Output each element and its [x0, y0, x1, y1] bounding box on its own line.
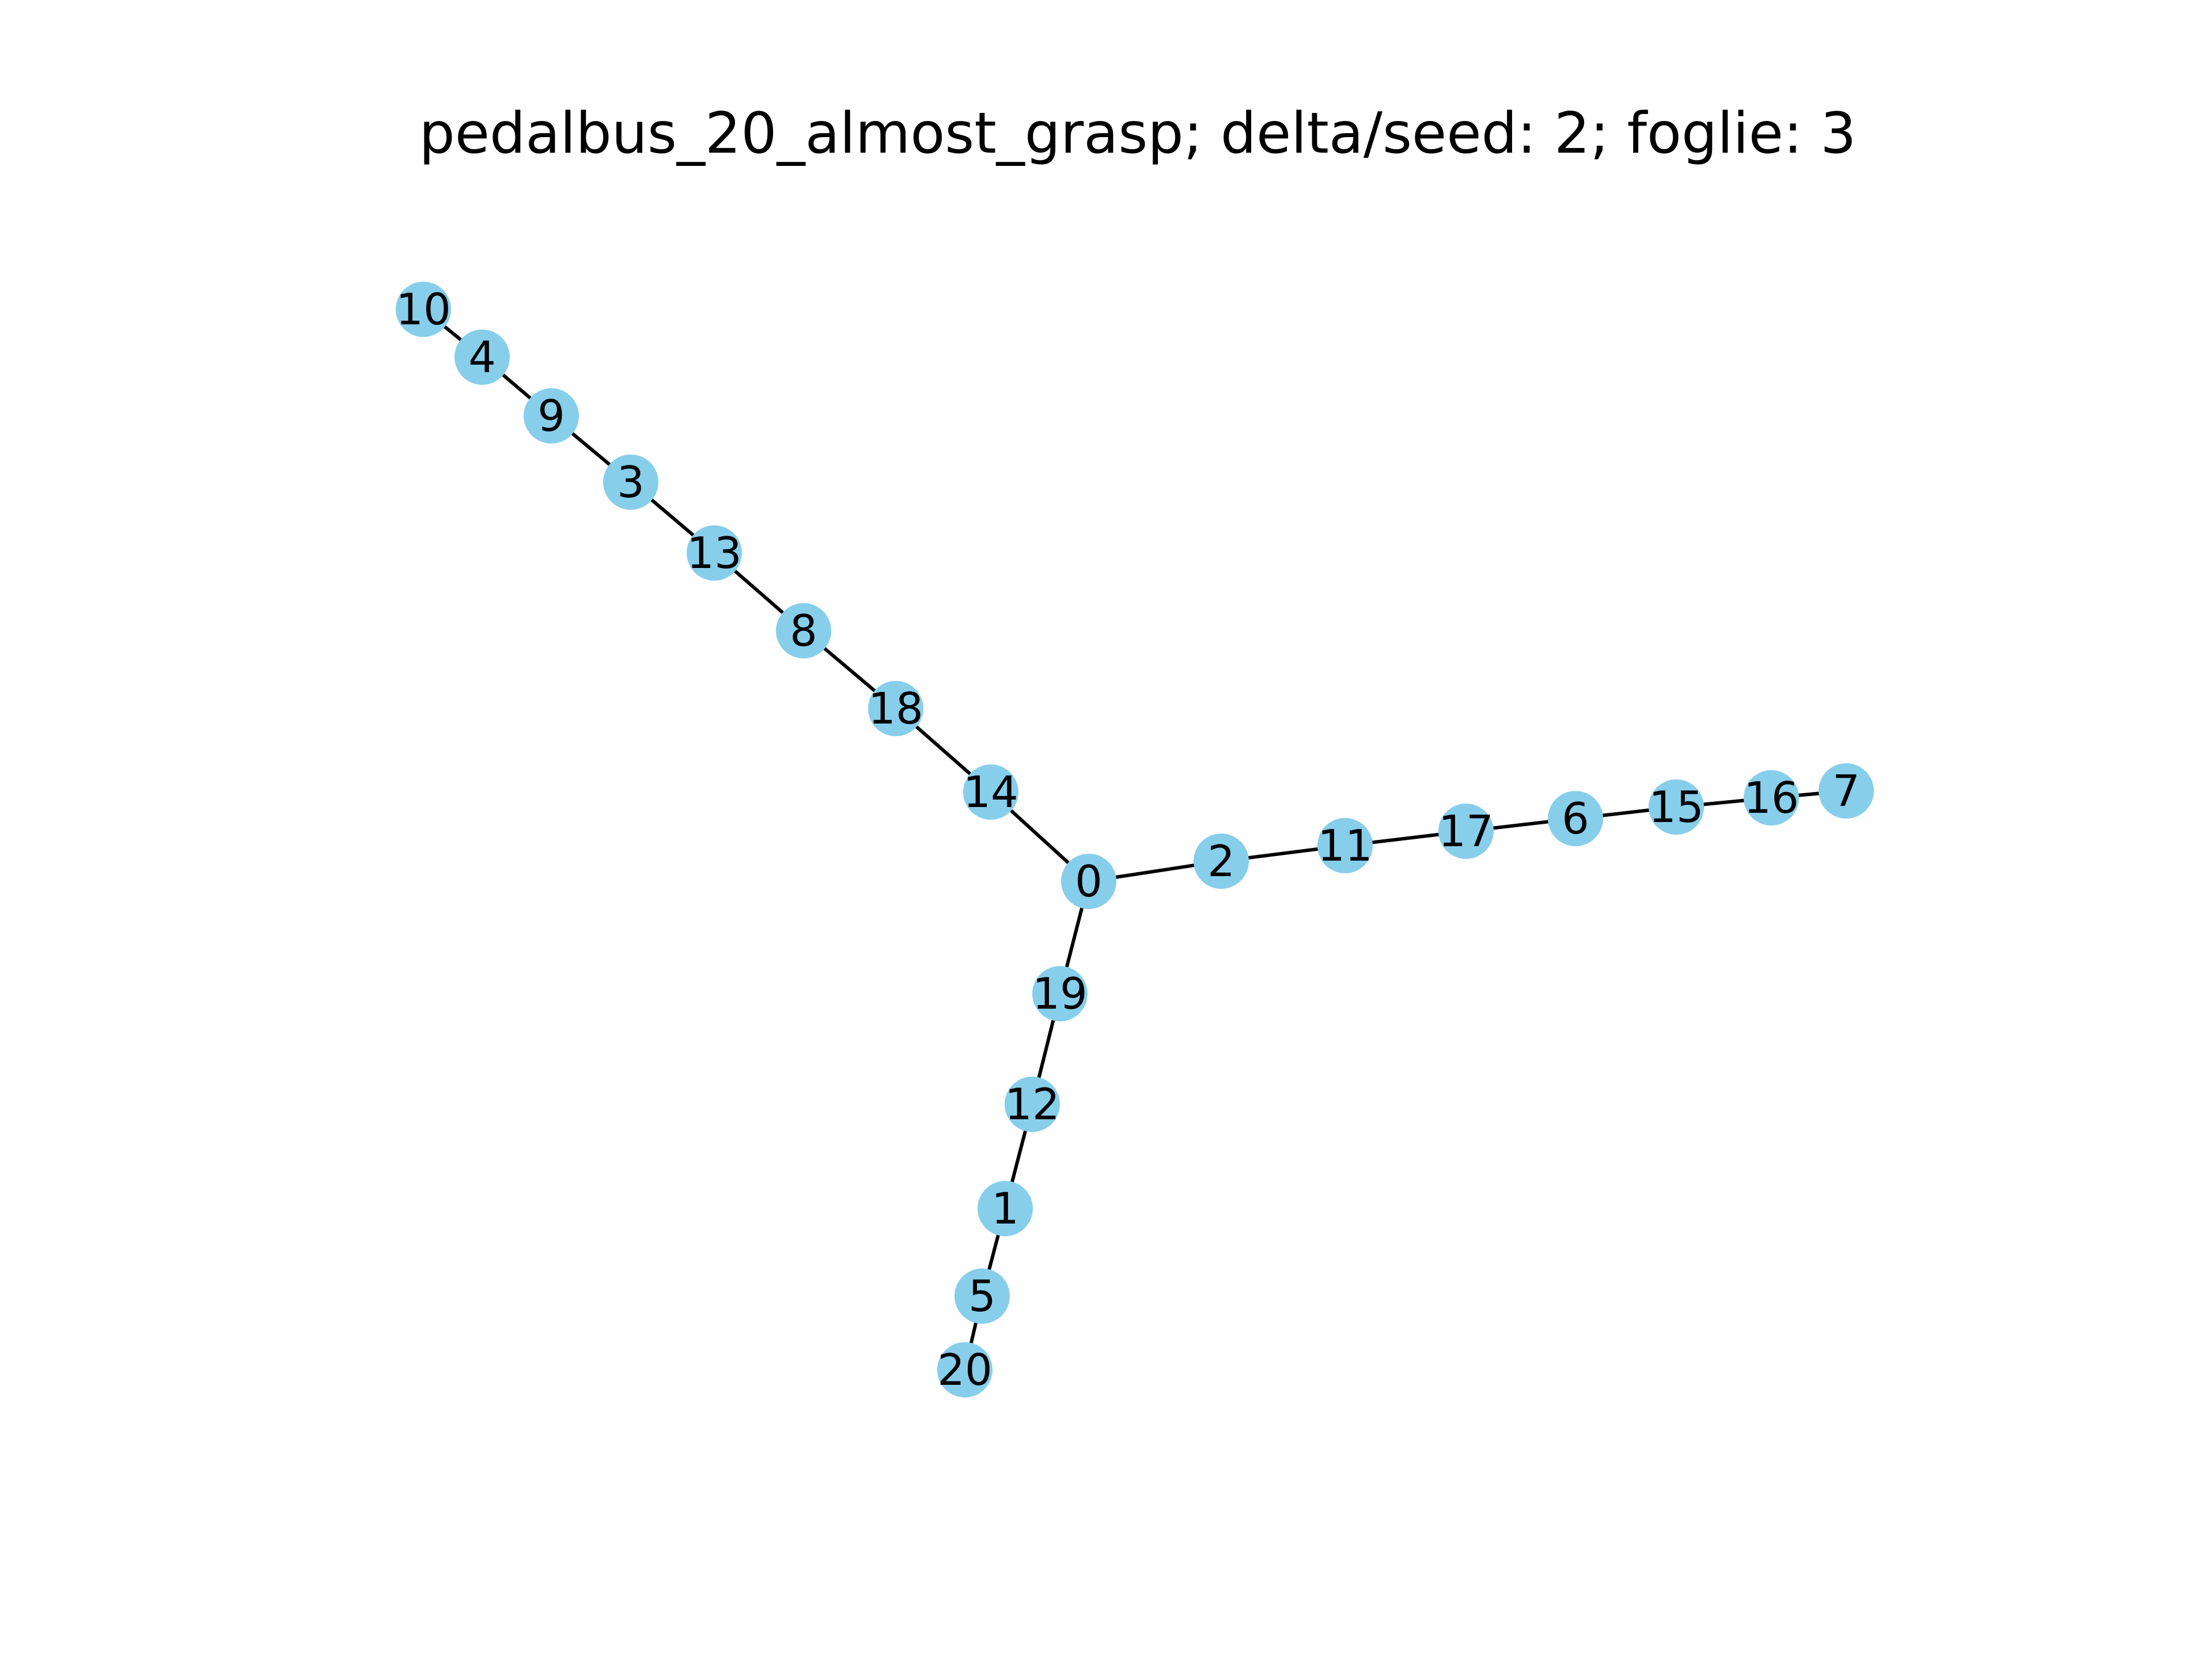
node-19: 19 [1032, 966, 1088, 1021]
node-12: 12 [1005, 1077, 1060, 1132]
node-label-19: 19 [1032, 968, 1087, 1019]
node-3: 3 [603, 454, 658, 510]
node-label-18: 18 [868, 683, 923, 734]
chart-title: pedalbus_20_almost_grasp; delta/seed: 2;… [419, 101, 1857, 166]
node-label-12: 12 [1005, 1079, 1059, 1130]
node-8: 8 [776, 603, 831, 658]
node-circle-15 [1649, 779, 1704, 835]
node-circle-1 [978, 1181, 1033, 1236]
node-circle-0 [1061, 854, 1116, 909]
node-circle-10 [396, 282, 451, 337]
node-6: 6 [1548, 791, 1603, 846]
node-circle-14 [963, 764, 1018, 820]
node-circle-19 [1032, 966, 1088, 1021]
node-circle-6 [1548, 791, 1603, 846]
node-circle-4 [454, 329, 510, 385]
node-7: 7 [1819, 763, 1874, 819]
node-circle-8 [776, 603, 831, 658]
node-20: 20 [937, 1342, 993, 1397]
node-circle-2 [1194, 834, 1249, 889]
node-label-5: 5 [968, 1271, 996, 1321]
node-label-1: 1 [991, 1183, 1019, 1234]
node-circle-16 [1744, 770, 1799, 825]
node-circle-5 [955, 1268, 1010, 1324]
node-circle-20 [937, 1342, 993, 1397]
node-5: 5 [955, 1268, 1010, 1324]
node-14: 14 [963, 764, 1018, 820]
node-circle-17 [1438, 804, 1494, 859]
node-0: 0 [1061, 854, 1116, 909]
node-17: 17 [1438, 804, 1494, 859]
node-circle-11 [1317, 818, 1373, 873]
node-circle-12 [1005, 1077, 1060, 1132]
node-label-17: 17 [1438, 806, 1493, 857]
node-label-8: 8 [790, 605, 817, 656]
node-circle-7 [1819, 763, 1874, 819]
node-16: 16 [1744, 770, 1799, 825]
node-label-16: 16 [1744, 772, 1798, 823]
node-circle-9 [524, 388, 579, 444]
node-circle-18 [868, 681, 923, 736]
node-1: 1 [978, 1181, 1033, 1236]
node-4: 4 [454, 329, 510, 385]
node-label-3: 3 [617, 457, 645, 507]
node-13: 13 [687, 525, 742, 581]
node-label-7: 7 [1832, 766, 1860, 816]
node-label-14: 14 [963, 767, 1018, 817]
node-label-11: 11 [1317, 820, 1372, 871]
node-10: 10 [396, 282, 451, 337]
node-18: 18 [868, 681, 923, 736]
node-15: 15 [1649, 779, 1704, 835]
node-label-10: 10 [396, 284, 450, 335]
node-label-15: 15 [1649, 782, 1703, 832]
node-label-0: 0 [1075, 856, 1103, 907]
node-9: 9 [524, 388, 579, 444]
node-circle-3 [603, 454, 658, 510]
node-label-13: 13 [687, 528, 741, 578]
node-2: 2 [1194, 834, 1249, 889]
node-label-6: 6 [1562, 793, 1589, 844]
node-11: 11 [1317, 818, 1373, 873]
node-label-4: 4 [468, 332, 496, 382]
node-label-9: 9 [537, 391, 565, 441]
node-label-20: 20 [937, 1344, 992, 1395]
node-label-2: 2 [1207, 836, 1235, 887]
node-circle-13 [687, 525, 742, 581]
